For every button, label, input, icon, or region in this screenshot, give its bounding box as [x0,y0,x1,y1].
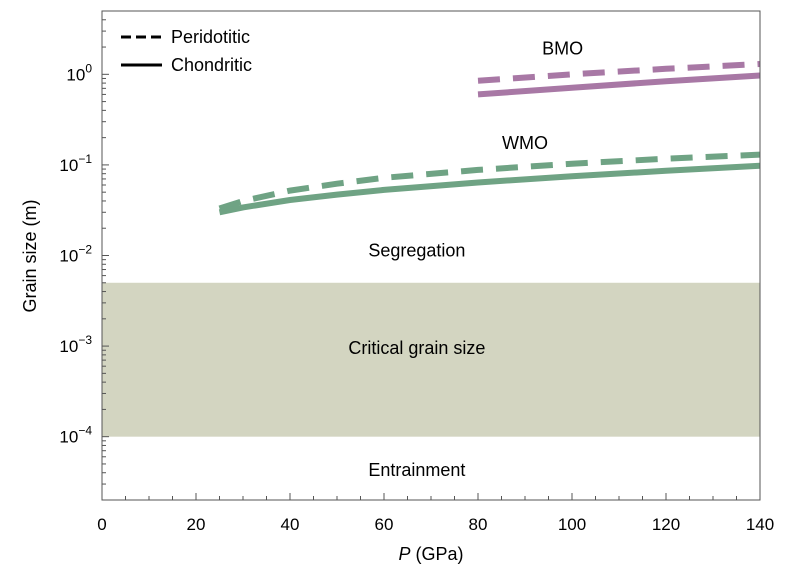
x-axis-title-var: P [398,544,410,564]
annotation-wmo: WMO [502,133,548,153]
series-wmo-peridotitic [218,151,761,212]
y-axis: 10−4 10−3 10−2 10−1 100 [59,10,109,501]
x-tick-label: 100 [558,515,586,534]
critical-grain-size-band [102,282,760,437]
annotation-segregation: Segregation [368,240,465,260]
x-tick-label: 120 [652,515,680,534]
x-tick-label: 40 [281,515,300,534]
y-tick-label: 10−3 [59,333,92,356]
x-tick-label: 60 [375,515,394,534]
legend-label: Chondritic [171,55,252,75]
y-axis-title: Grain size (m) [20,199,40,312]
x-axis-title-unit: (GPa) [411,544,464,564]
annotation-critical-grain-size: Critical grain size [348,338,485,358]
x-tick-label: 20 [187,515,206,534]
y-tick-label: 10−2 [59,243,92,266]
x-tick-label: 80 [469,515,488,534]
legend: Peridotitic Chondritic [121,27,252,75]
legend-label: Peridotitic [171,27,250,47]
x-tick-label: 140 [746,515,774,534]
annotation-entrainment: Entrainment [368,460,465,480]
series-bmo-chondritic [477,72,761,98]
x-tick-label: 0 [97,515,106,534]
y-tick-label: 10−4 [59,424,92,447]
series-bmo-peridotitic [477,61,761,84]
y-tick-label: 10−1 [59,152,92,175]
y-tick-label: 100 [66,61,92,84]
series-wmo-chondritic [218,162,761,216]
x-axis-title: P (GPa) [398,544,463,564]
x-axis: 0 20 40 60 80 100 120 140 [97,493,774,534]
annotation-bmo: BMO [542,39,583,59]
